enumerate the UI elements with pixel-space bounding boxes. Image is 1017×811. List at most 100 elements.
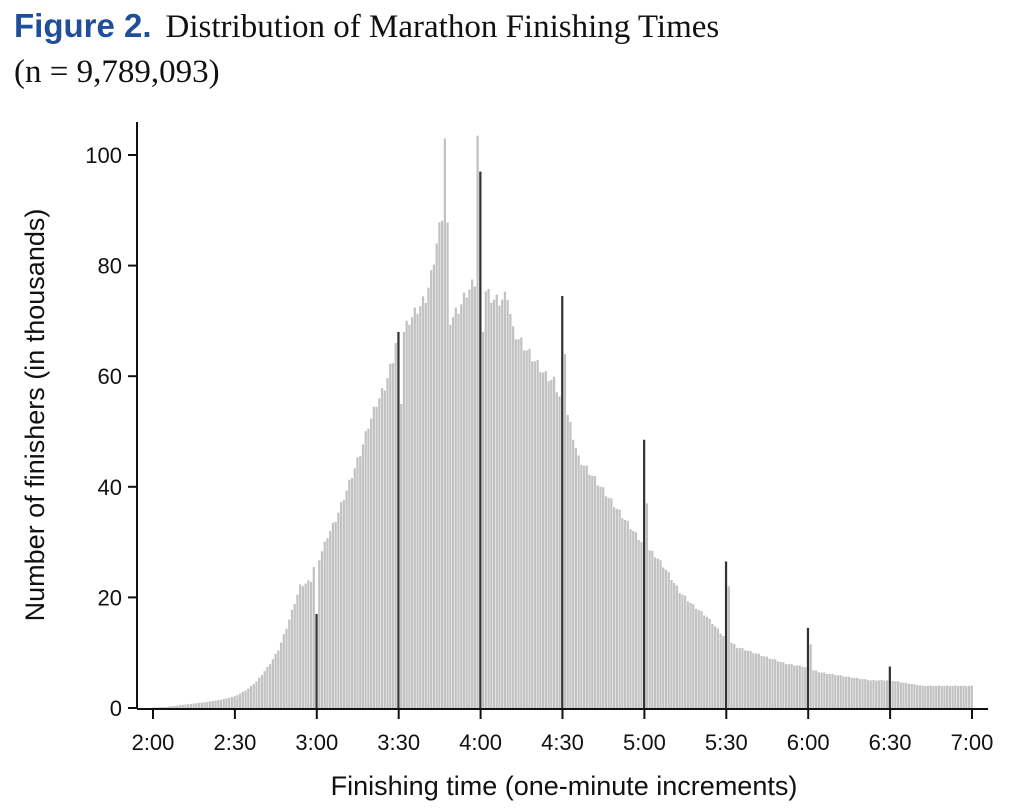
histogram-bar [855,677,859,708]
histogram-bar [195,703,198,708]
histogram-bar [940,686,943,708]
histogram-bar [730,642,733,708]
y-tick-label: 60 [98,364,122,389]
histogram-bar [405,320,408,708]
histogram-bar [219,699,223,708]
histogram-bar [454,307,457,708]
histogram-bar [948,686,952,708]
histogram-bar [476,135,479,708]
histogram-bar [645,503,648,708]
histogram-bar [211,701,214,708]
histogram-bar [544,371,547,708]
histogram-bar [659,560,662,708]
histogram-bar [785,664,788,708]
histogram-bar [823,672,826,708]
x-tick-label: 5:00 [623,730,666,755]
histogram-bar [683,595,687,708]
histogram-bar [282,634,285,708]
histogram-bar-highlight [888,666,891,708]
histogram-bar [225,698,228,708]
histogram-bar [299,584,302,708]
y-tick-label: 40 [98,475,122,500]
histogram-bar [359,456,362,708]
x-axis-label: Finishing time (one-minute increments) [331,771,798,801]
histogram-bar [667,572,670,708]
histogram-bar [809,644,812,708]
histogram-bar [462,292,466,708]
histogram-bar [664,569,668,708]
histogram-bar [157,707,160,708]
histogram-bar [705,616,709,708]
histogram-bar [386,378,389,708]
axes-group: 0 20 40 60 80 100 2:00 2:30 3:00 3:30 4:00 4:30 5:00… [85,122,993,755]
histogram-bar [320,551,324,708]
x-tick-label: 6:00 [787,730,830,755]
histogram-bar [484,291,487,708]
y-tick-label: 20 [98,585,122,610]
histogram-bar [703,615,706,708]
histogram-bar [959,685,962,708]
histogram-bar [451,317,455,708]
histogram-bar [233,696,236,708]
histogram-bar [965,686,968,708]
histogram-bar [634,532,638,708]
histogram-bar [170,706,173,708]
histogram-bar [768,658,771,708]
histogram-bar [662,567,665,708]
histogram-bar [749,650,752,708]
histogram-bar [228,697,231,708]
histogram-bar [348,479,351,708]
histogram-bar [239,693,242,708]
histogram-bar [364,431,367,708]
histogram-bar [828,673,831,708]
histogram-bar [653,557,657,708]
x-tick-label: 2:30 [213,730,256,755]
histogram-bar [839,675,842,708]
histogram-bar [798,665,801,708]
histogram-bar [689,602,692,708]
histogram-bar [913,684,916,708]
histogram-bar [402,331,406,708]
histogram-bar [353,468,356,708]
histogram-bar [845,676,848,708]
histogram-bar [924,686,927,708]
x-tick-label: 4:00 [459,730,502,755]
histogram-bar [864,679,867,708]
histogram-bar [820,672,823,708]
histogram-bar [208,701,212,708]
histogram-bar [910,684,913,708]
x-tick-label: 3:30 [377,730,420,755]
histogram-bar [801,666,804,708]
histogram-bar [656,558,659,708]
histogram-bar [754,653,758,708]
histogram-bar [916,685,919,708]
histogram-bar [309,582,313,708]
histogram-bar [214,700,217,708]
histogram-bar [501,299,504,708]
histogram-bar [421,296,425,708]
histogram-bar [569,421,572,708]
histogram-bar [782,662,785,708]
histogram-bar [304,583,307,708]
histogram-bar [285,628,288,708]
histogram-bar [391,363,395,708]
histogram-bar [760,655,763,708]
histogram-bar [323,541,326,708]
histogram-bar [552,376,556,708]
histogram-bar [651,550,654,708]
histogram-bar [795,665,799,708]
histogram-bar [593,476,597,708]
histogram-bar [853,677,856,708]
histogram-bar [585,465,588,708]
x-tick-label: 5:30 [705,730,748,755]
histogram-bar [967,685,971,708]
histogram-bar [318,560,321,708]
histogram-bar [899,682,902,708]
histogram-bar [858,679,861,708]
histogram-bar [746,650,749,708]
histogram-bar [424,302,427,708]
histogram-bar [883,680,886,708]
histogram-bar [326,538,329,708]
histogram-bar [296,594,299,708]
histogram-bar [361,444,365,708]
